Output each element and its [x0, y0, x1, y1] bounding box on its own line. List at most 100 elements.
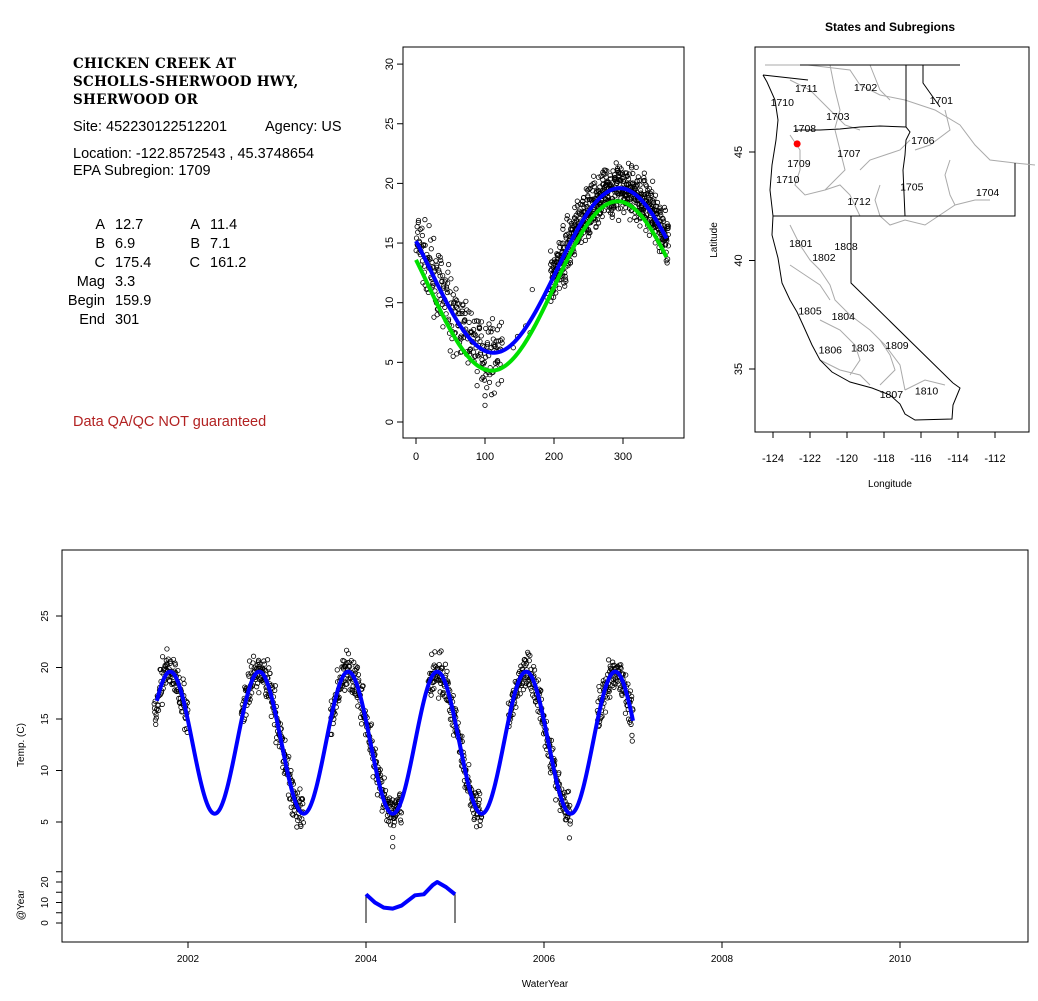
observation-point [562, 276, 569, 282]
observation-point [665, 223, 672, 229]
observation-point [153, 721, 159, 728]
observation-point [387, 822, 394, 828]
observation-point [637, 182, 643, 188]
y-tick-label: 45 [733, 146, 745, 158]
fit-param-value: 175.4 [115, 255, 152, 271]
observation-point [611, 684, 617, 690]
observation-point [652, 192, 659, 198]
observation-point [391, 822, 397, 829]
observation-point [527, 652, 533, 659]
observation-point [491, 390, 497, 396]
observation-point [453, 286, 459, 292]
observation-point [379, 808, 385, 814]
observation-point [415, 217, 422, 224]
observation-point [439, 301, 445, 308]
observation-point [442, 661, 449, 667]
observation-point [444, 286, 450, 292]
observation-point [167, 660, 173, 666]
observation-point [610, 659, 616, 665]
observation-point [599, 213, 605, 220]
observation-point [466, 762, 472, 768]
observation-point [474, 368, 480, 375]
observation-point [288, 804, 294, 810]
y-tick-label: 25 [40, 610, 51, 622]
observation-point [476, 800, 482, 807]
observation-point [609, 211, 616, 218]
observation-point [477, 338, 483, 345]
outlier-point [390, 834, 396, 841]
observation-point [478, 319, 485, 325]
observation-point [484, 385, 490, 391]
observation-point [606, 657, 612, 663]
observation-point [455, 311, 461, 317]
observation-point [452, 296, 458, 302]
subregion-label: 1710 [776, 174, 800, 186]
observation-point [607, 694, 613, 700]
observation-point [560, 223, 566, 229]
x-axis-label: Longitude [868, 479, 912, 490]
observation-point [567, 821, 573, 827]
observation-point [256, 690, 262, 696]
subregion-label: 1712 [847, 196, 871, 208]
doy-plot: 0 100 200 300 0 5 10 15 20 25 30 [384, 58, 672, 463]
observation-point [381, 775, 387, 781]
observation-point [267, 670, 273, 677]
observation-point [347, 663, 353, 670]
observation-point [473, 824, 480, 830]
observation-point [657, 207, 663, 214]
observation-point [615, 206, 622, 212]
observation-point [455, 306, 461, 312]
observation-point [609, 214, 615, 220]
observation-point [444, 668, 450, 674]
observation-point [434, 673, 440, 679]
observation-point [634, 182, 640, 188]
observation-point [660, 218, 667, 224]
observation-point [661, 204, 668, 211]
observation-point [607, 172, 613, 179]
observation-point [630, 170, 636, 177]
site-id: Site: 452230122512201 [73, 119, 228, 135]
observation-point [571, 252, 578, 258]
observation-point [638, 187, 644, 194]
observation-point [300, 801, 306, 807]
observation-point [471, 326, 477, 333]
subregion-label: 1803 [851, 342, 875, 354]
observation-point [591, 183, 597, 190]
fit2-param-value: 7.1 [210, 236, 231, 252]
x-tick-label: 2002 [177, 954, 200, 965]
observation-point [618, 662, 624, 668]
fit-param-name: Begin [67, 293, 105, 309]
observation-point [450, 353, 456, 359]
observation-point [442, 693, 448, 700]
outlier-point [390, 844, 396, 850]
observation-point [255, 657, 262, 663]
observation-point [286, 753, 292, 760]
fit2-param-value: 161.2 [210, 255, 247, 271]
observation-point [435, 252, 442, 259]
observation-point [445, 269, 451, 275]
observation-point [521, 656, 528, 663]
x-tick-label: 0 [413, 451, 419, 463]
y-tick-label: 15 [40, 713, 51, 725]
observation-point [484, 341, 491, 348]
observation-point [604, 194, 611, 200]
observation-point [463, 298, 469, 304]
observation-point [596, 683, 602, 690]
map-frame [754, 46, 1030, 433]
observation-point [624, 170, 630, 176]
observation-point [437, 273, 443, 279]
observation-point [617, 205, 624, 211]
x-tick-label: -116 [910, 453, 931, 465]
fit-1-line [414, 186, 669, 355]
observation-point [483, 354, 489, 360]
x-tick-label: -122 [799, 453, 821, 465]
observation-point [291, 807, 297, 813]
observation-point [438, 680, 444, 686]
observation-point [268, 713, 274, 719]
map-title: States and Subregions [825, 20, 955, 34]
observation-point [621, 209, 627, 216]
observation-point [413, 235, 420, 241]
subregion-label: 1702 [854, 82, 878, 94]
observation-point [391, 819, 398, 825]
subregion-label: 1806 [819, 344, 843, 356]
